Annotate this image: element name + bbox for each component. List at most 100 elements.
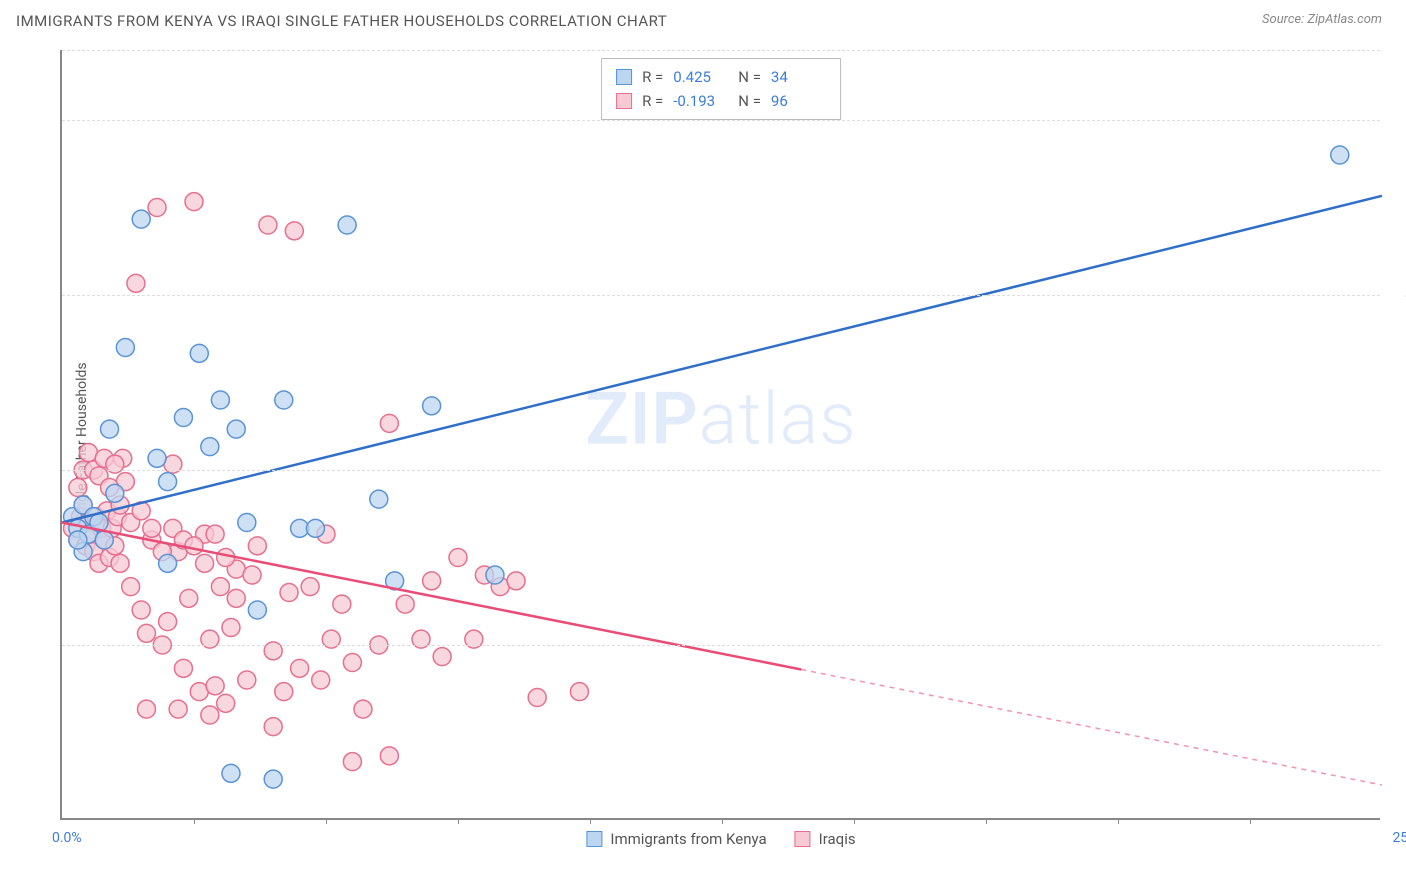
scatter-point — [423, 397, 441, 415]
scatter-point — [206, 677, 224, 695]
scatter-point — [106, 484, 124, 502]
scatter-point — [222, 619, 240, 637]
scatter-point — [148, 449, 166, 467]
scatter-point — [196, 554, 214, 572]
scatter-point — [217, 694, 235, 712]
scatter-point — [143, 519, 161, 537]
scatter-point — [238, 671, 256, 689]
scatter-point — [507, 572, 525, 590]
legend-swatch-iraqis — [795, 831, 811, 847]
x-tick — [854, 818, 855, 824]
scatter-point — [69, 531, 87, 549]
scatter-point — [169, 700, 187, 718]
scatter-point — [306, 519, 324, 537]
scatter-point — [264, 770, 282, 788]
scatter-point — [248, 601, 266, 619]
scatter-point — [227, 589, 245, 607]
x-tick — [986, 818, 987, 824]
scatter-point — [423, 572, 441, 590]
scatter-point — [111, 554, 129, 572]
scatter-point — [132, 601, 150, 619]
legend-swatch-kenya — [586, 831, 602, 847]
scatter-svg — [62, 50, 1380, 818]
trend-line — [62, 523, 801, 670]
scatter-point — [333, 595, 351, 613]
legend-label-iraqis: Iraqis — [819, 830, 856, 848]
scatter-point — [185, 537, 203, 555]
scatter-point — [211, 578, 229, 596]
scatter-point — [285, 222, 303, 240]
scatter-point — [122, 578, 140, 596]
scatter-point — [159, 613, 177, 631]
x-tick — [1250, 818, 1251, 824]
scatter-point — [201, 438, 219, 456]
scatter-point — [275, 683, 293, 701]
x-tick — [458, 818, 459, 824]
scatter-point — [380, 414, 398, 432]
scatter-point — [275, 391, 293, 409]
scatter-point — [132, 210, 150, 228]
scatter-point — [396, 595, 414, 613]
legend-item-kenya: Immigrants from Kenya — [586, 830, 766, 848]
trend-line-extrap — [801, 670, 1382, 786]
x-tick — [326, 818, 327, 824]
scatter-point — [137, 700, 155, 718]
chart-title: IMMIGRANTS FROM KENYA VS IRAQI SINGLE FA… — [16, 12, 667, 30]
scatter-point — [95, 531, 113, 549]
scatter-point — [570, 683, 588, 701]
gridline-h — [62, 50, 1380, 51]
scatter-point — [159, 473, 177, 491]
scatter-point — [101, 420, 119, 438]
legend-label-kenya: Immigrants from Kenya — [610, 830, 766, 848]
scatter-point — [338, 216, 356, 234]
scatter-point — [69, 479, 87, 497]
gridline-h — [62, 120, 1380, 121]
scatter-point — [148, 199, 166, 217]
scatter-point — [137, 624, 155, 642]
x-tick — [590, 818, 591, 824]
scatter-point — [1331, 146, 1349, 164]
scatter-point — [159, 554, 177, 572]
gridline-h — [62, 645, 1380, 646]
x-max-label: 25.0% — [1392, 830, 1406, 846]
scatter-point — [211, 391, 229, 409]
scatter-point — [528, 689, 546, 707]
scatter-point — [259, 216, 277, 234]
gridline-h — [62, 295, 1380, 296]
scatter-point — [264, 718, 282, 736]
scatter-point — [380, 747, 398, 765]
scatter-point — [227, 420, 245, 438]
scatter-point — [354, 700, 372, 718]
scatter-point — [248, 537, 266, 555]
scatter-point — [116, 339, 134, 357]
gridline-h — [62, 470, 1380, 471]
chart-plot-area: Single Father Households ZIPatlas R = 0.… — [60, 50, 1380, 820]
scatter-point — [370, 490, 388, 508]
scatter-point — [343, 654, 361, 672]
scatter-point — [174, 659, 192, 677]
scatter-point — [433, 648, 451, 666]
x-tick — [722, 818, 723, 824]
x-tick — [1118, 818, 1119, 824]
x-origin-label: 0.0% — [52, 830, 82, 846]
scatter-point — [343, 753, 361, 771]
trend-line — [62, 196, 1382, 523]
source-label: Source: ZipAtlas.com — [1262, 12, 1382, 27]
scatter-point — [180, 589, 198, 607]
x-tick — [194, 818, 195, 824]
bottom-legend: Immigrants from Kenya Iraqis — [586, 830, 855, 848]
scatter-point — [280, 584, 298, 602]
legend-item-iraqis: Iraqis — [795, 830, 856, 848]
scatter-point — [127, 274, 145, 292]
scatter-point — [301, 578, 319, 596]
scatter-point — [238, 514, 256, 532]
scatter-point — [486, 566, 504, 584]
scatter-point — [185, 193, 203, 211]
scatter-point — [201, 706, 219, 724]
scatter-point — [190, 344, 208, 362]
scatter-point — [312, 671, 330, 689]
scatter-point — [206, 525, 224, 543]
scatter-point — [291, 659, 309, 677]
scatter-point — [174, 409, 192, 427]
scatter-point — [449, 549, 467, 567]
